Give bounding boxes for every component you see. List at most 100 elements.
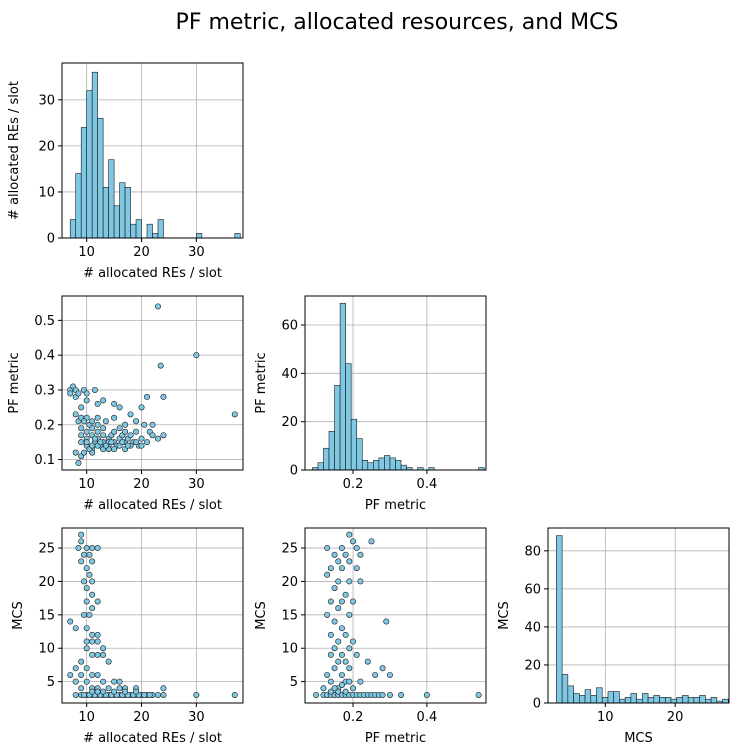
scatter-point <box>91 435 98 442</box>
scatter-point <box>342 591 349 598</box>
scatter-point <box>346 531 353 538</box>
scatter-point <box>91 386 98 393</box>
x-tick-label: 0.4 <box>417 477 438 492</box>
scatter-point <box>338 598 345 605</box>
histogram-bar <box>642 693 649 704</box>
histogram-bar <box>350 418 358 471</box>
histogram-bar <box>152 233 159 239</box>
scatter-point <box>78 439 85 446</box>
scatter-point <box>386 671 393 678</box>
scatter-point <box>346 645 353 652</box>
scatter-point <box>72 691 79 698</box>
x-axis-label: # allocated REs / slot <box>83 498 222 513</box>
x-tick-label: 30 <box>188 477 205 492</box>
scatter-point <box>80 578 87 585</box>
scatter-point <box>122 428 129 435</box>
histogram-bar <box>119 182 126 239</box>
scatter-point <box>193 352 200 359</box>
scatter-point <box>350 598 357 605</box>
scatter-point <box>89 638 96 645</box>
y-axis-label: PF metric <box>254 352 269 413</box>
scatter-point <box>346 578 353 585</box>
y-tick-label: 0.3 <box>34 383 55 398</box>
x-tick-label: 10 <box>78 710 95 725</box>
x-tick-label: 10 <box>78 477 95 492</box>
scatter-point <box>83 545 90 552</box>
scatter-point <box>149 421 156 428</box>
scatter-point <box>154 303 161 310</box>
scatter-point <box>335 638 342 645</box>
scatter-point <box>83 638 90 645</box>
histogram-bar <box>146 223 153 239</box>
scatter-point <box>94 414 101 421</box>
scatter-point <box>372 671 379 678</box>
scatter-point <box>327 678 334 685</box>
x-tick-label: 10 <box>78 245 95 260</box>
x-axis-label: MCS <box>624 731 653 746</box>
scatter-point <box>398 691 405 698</box>
scatter-point <box>111 428 118 435</box>
scatter-point <box>83 397 90 404</box>
y-tick-label: 10 <box>38 642 55 657</box>
y-tick-label: 0.2 <box>34 418 55 433</box>
scatter-point <box>116 425 123 432</box>
y-tick-label: 5 <box>290 675 298 690</box>
y-tick-label: 20 <box>281 575 298 590</box>
histogram-bar <box>607 691 614 704</box>
y-tick-label: 0.4 <box>34 349 55 364</box>
scatter-point <box>67 390 74 397</box>
y-tick-label: 60 <box>281 319 298 334</box>
scatter-point <box>122 688 129 695</box>
scatter-point <box>83 439 90 446</box>
scatter-point <box>94 638 101 645</box>
scatter-point <box>154 435 161 442</box>
scatter-point <box>149 432 156 439</box>
histogram-bar <box>339 302 346 471</box>
scatter-point <box>331 645 338 652</box>
histogram-bar <box>196 233 203 239</box>
scatter-point <box>338 651 345 658</box>
scatter-point <box>160 685 167 692</box>
scatter-point <box>89 558 96 565</box>
scatter-point <box>83 645 90 652</box>
scatter-point <box>75 390 82 397</box>
histogram-bar <box>135 219 142 239</box>
scatter-point <box>75 460 82 467</box>
histogram-bar <box>624 696 632 704</box>
histogram-bar <box>102 187 109 239</box>
scatter-point <box>67 671 74 678</box>
axes-frame <box>61 62 244 239</box>
scatter-point <box>313 691 320 698</box>
histogram-bar <box>367 462 374 471</box>
scatter-point <box>94 400 101 407</box>
histogram-bar <box>124 187 131 239</box>
scatter-point <box>83 585 90 592</box>
y-tick-label: 20 <box>38 575 55 590</box>
scatter-point <box>75 545 82 552</box>
histogram-bar <box>682 695 689 704</box>
scatter-point <box>100 432 107 439</box>
scatter-point <box>83 678 90 685</box>
scatter-point <box>346 665 353 672</box>
histogram-bar <box>323 447 330 471</box>
scatter-point <box>350 685 357 692</box>
scatter-point <box>80 551 87 558</box>
histogram-bar <box>596 687 603 704</box>
histogram-bar <box>378 457 385 471</box>
histogram-bar <box>601 696 609 704</box>
scatter-point <box>353 651 360 658</box>
scatter-point <box>80 449 87 456</box>
scatter-point <box>111 446 118 453</box>
scatter-point <box>94 688 101 695</box>
scatter-point <box>133 688 140 695</box>
scatter-point <box>320 685 327 692</box>
histogram-bar <box>345 363 352 471</box>
scatter-point <box>83 428 90 435</box>
scatter-point <box>83 598 90 605</box>
axes-frame <box>304 295 487 471</box>
histogram-bar <box>636 698 643 704</box>
scatter-point <box>72 665 79 672</box>
histogram-bar <box>91 71 98 239</box>
scatter-point <box>346 611 353 618</box>
scatter-point <box>78 685 85 692</box>
